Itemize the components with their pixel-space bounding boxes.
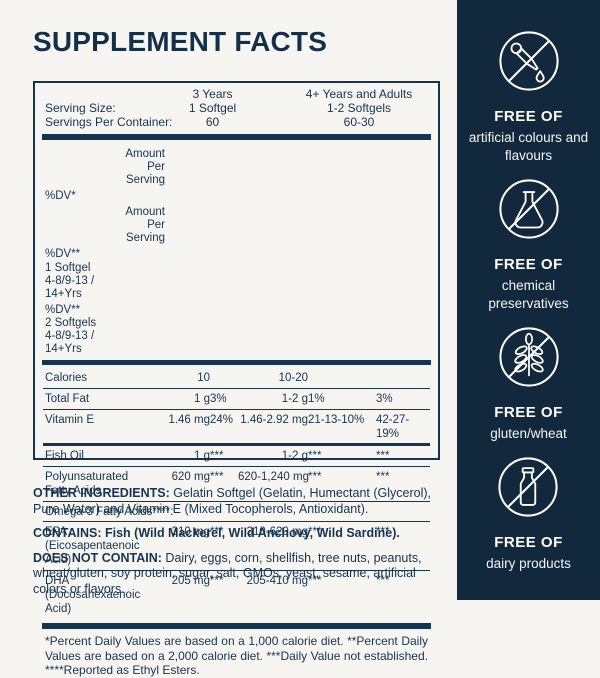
dv-3yr: 3% — [210, 393, 227, 406]
ingredient-section: OTHER INGREDIENTS: Gelatin Softgel (Gela… — [33, 486, 442, 517]
row-separator — [43, 387, 430, 390]
dv-3yr: *** — [210, 526, 224, 539]
dv-3yr: *** — [210, 471, 224, 483]
serving-size-value-2: 1-2 Softgels — [326, 100, 392, 115]
dv-2softgels: *** — [376, 450, 390, 463]
dv-2softgels: *** — [376, 471, 390, 483]
header-dv-2softgels: %DV** 2 Softgels 4-8/9-13 / 14+Yrs — [45, 303, 97, 356]
nutrient-name: Fish Oil — [45, 450, 84, 463]
age-group-1: 3 Years — [192, 87, 233, 101]
dv-1softgel — [308, 368, 376, 388]
no-wheat-icon — [498, 326, 560, 388]
page-title: SUPPLEMENT FACTS — [33, 26, 328, 57]
row-separator — [43, 500, 430, 502]
free-of-badge: FREE OF gluten/wheat — [490, 326, 567, 443]
row-separator — [43, 465, 430, 467]
amount-3yr: 1 g — [194, 393, 210, 406]
dv-1softgel: *** — [308, 450, 322, 463]
amount-3yr: 10 — [197, 372, 210, 385]
section-text: Dairy, eggs, corn, shellfish, tree nuts,… — [33, 550, 422, 596]
header-amount-3yr: Amount Per Serving — [125, 147, 165, 186]
servings-per-container-value-2: 60-30 — [343, 114, 375, 129]
dv-2softgels: 42-27-19% — [376, 413, 410, 440]
nutrient-name: Vitamin E — [45, 413, 95, 426]
section-label: CONTAINS: — [33, 526, 102, 540]
section-label: OTHER INGREDIENTS: — [33, 486, 170, 500]
amount-4yr: 1-2 g — [281, 393, 308, 406]
free-of-badge: FREE OF artificial colours and flavours — [466, 30, 592, 165]
free-of-badge: FREE OF dairy products — [486, 456, 571, 573]
no-dropper-icon — [498, 30, 560, 92]
section-text: Gelatin Softgel (Gelatin, Humectant (Gly… — [33, 486, 432, 516]
servings-per-container-value-1: 60 — [205, 114, 220, 129]
row-separator — [43, 443, 430, 447]
dv-3yr: 24% — [210, 413, 234, 426]
ingredient-sections: OTHER INGREDIENTS: Gelatin Softgel (Gela… — [33, 486, 442, 606]
supplement-label-page: { "title": "SUPPLEMENT FACTS", "colors":… — [33, 0, 600, 678]
amount-3yr: 620 mg — [171, 471, 210, 483]
dv-1softgel: 1% — [308, 393, 325, 406]
divider-bar — [42, 133, 431, 140]
dv-1softgel: *** — [308, 471, 322, 483]
column-headers: Amount Per Serving %DV* Amount Per Servi… — [45, 143, 428, 358]
dv-2softgels: *** — [376, 575, 390, 588]
amount-4yr: 10-20 — [278, 372, 308, 385]
dv-2softgels: 3% — [376, 393, 393, 406]
servings-per-container-label: Servings Per Container: — [45, 114, 173, 129]
serving-spacer — [45, 88, 185, 102]
no-flask-icon — [498, 178, 560, 240]
amount-3yr: 310 mg — [171, 526, 210, 539]
amount-4yr: 1-2 g — [281, 450, 308, 463]
amount-3yr: 1 g — [194, 450, 210, 463]
row-separator — [43, 521, 430, 523]
header-dv-1softgel: %DV** 1 Softgel 4-8/9-13 / 14+Yrs — [45, 248, 95, 300]
supplement-facts-table: 3 Years 4+ Years and Adults Serving Size… — [33, 81, 440, 677]
header-amount-4yr: Amount Per Serving — [125, 206, 165, 245]
badge-subtitle: gluten/wheat — [490, 426, 567, 441]
divider-bar — [42, 622, 431, 629]
section-text: Fish (Wild Mackerel, Wild Anchovy, Wild … — [101, 526, 400, 540]
nutrient-name: Calories — [45, 372, 88, 385]
badge-title: FREE OF — [494, 108, 563, 125]
serving-size-label: Serving Size: — [45, 100, 116, 115]
no-milk-bottle-icon — [497, 456, 559, 518]
badge-title: FREE OF — [494, 256, 563, 273]
badge-subtitle: dairy products — [486, 556, 571, 572]
badge-title: FREE OF — [494, 534, 563, 552]
nutrient-group-heading: Omega-3 Fatty Acids****: — [45, 505, 174, 518]
badge-title: FREE OF — [494, 404, 563, 421]
nutrient-name: Polyunsaturated Fatty Acids — [45, 471, 129, 498]
badge-subtitle: chemical preservatives — [488, 278, 569, 311]
row-separator — [43, 569, 430, 572]
dv-2softgels — [376, 368, 428, 388]
free-of-sidebar: FREE OF artificial colours and flavours FR… — [457, 0, 600, 600]
row-separator — [43, 408, 430, 410]
dv-1softgel: *** — [308, 526, 322, 539]
dv-3yr: *** — [210, 450, 224, 463]
divider-bar — [42, 360, 431, 366]
dv-3yr: *** — [210, 575, 224, 588]
amount-3yr: 1.46 mg — [168, 413, 210, 426]
dv-1softgel: *** — [308, 575, 322, 588]
daily-value-footnote: *Percent Daily Values are based on a 1,0… — [45, 633, 428, 678]
header-dv-3yr: %DV* — [45, 190, 76, 203]
ingredient-section: DOES NOT CONTAIN: Dairy, eggs, corn, she… — [33, 551, 442, 598]
section-label: DOES NOT CONTAIN: — [33, 550, 162, 565]
amount-4yr: 205-410 mg — [246, 575, 308, 588]
free-of-badge: FREE OF chemical preservatives — [466, 178, 592, 313]
amount-3yr: 205 mg — [171, 575, 210, 588]
amount-4yr: 1.46-2.92 mg — [240, 413, 308, 426]
amount-4yr: 620-1,240 mg — [238, 471, 309, 483]
nutrient-name: EPA (Eicosapentaenoic Acid) — [45, 526, 140, 567]
dv-1softgel: 21-13-10% — [308, 413, 365, 426]
serving-size-value-1: 1 Softgel — [188, 100, 237, 115]
badge-subtitle: artificial colours and flavours — [468, 130, 589, 163]
dv-2softgels: *** — [376, 526, 390, 539]
amount-4yr: 310-620 mg — [246, 526, 308, 539]
nutrient-name: Total Fat — [45, 393, 90, 406]
dv-3yr — [210, 368, 238, 388]
age-group-2: 4+ Years and Adults — [305, 87, 413, 101]
serving-info: 3 Years 4+ Years and Adults Serving Size… — [45, 86, 428, 130]
ingredient-section: CONTAINS: Fish (Wild Mackerel, Wild Anch… — [33, 526, 442, 542]
